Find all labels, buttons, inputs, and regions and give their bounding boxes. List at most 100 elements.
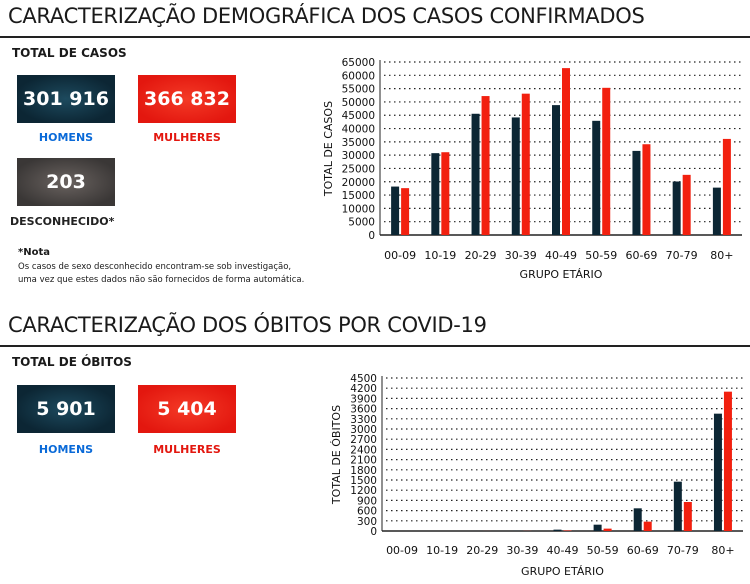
cases-x-tick-label: 10-19: [424, 249, 456, 262]
cases-y-tick-label: 35000: [342, 137, 375, 149]
cases-bar-men: [712, 187, 721, 235]
cases-bar-men: [471, 113, 480, 235]
deaths-x-tick-label: 00-09: [386, 544, 418, 557]
cases-bar-men: [511, 117, 520, 235]
deaths-bar-men: [593, 524, 602, 531]
deaths-y-tick-label: 2700: [350, 434, 377, 446]
women-cases-value: 366 832: [138, 75, 236, 123]
deaths-y-tick-label: 900: [357, 495, 377, 507]
cases-y-tick-label: 25000: [342, 163, 375, 175]
cases-bar-women: [401, 188, 410, 235]
unknown-cases-label: DESCONHECIDO*: [10, 215, 115, 228]
note-line-2: uma vez que estes dados não são fornecid…: [18, 275, 305, 285]
cases-bar-women: [602, 87, 611, 235]
cases-y-tick-label: 20000: [342, 177, 375, 189]
deaths-y-tick-label: 3300: [350, 414, 377, 426]
cases-total-heading: TOTAL DE CASOS: [12, 46, 127, 60]
cases-bar-women: [642, 144, 651, 235]
cases-y-tick-label: 10000: [342, 203, 375, 215]
note-line-1: Os casos de sexo desconhecido encontram-…: [18, 262, 292, 272]
cases-x-tick-label: 60-69: [625, 249, 657, 262]
men-cases-label: HOMENS: [38, 131, 94, 144]
cases-y-tick-label: 30000: [342, 150, 375, 162]
cases-bar-women: [722, 138, 731, 235]
cases-x-tick-label: 30-39: [505, 249, 537, 262]
deaths-divider: [0, 345, 750, 347]
cases-y-tick-label: 45000: [342, 110, 375, 122]
deaths-y-tick-label: 3000: [350, 424, 377, 436]
deaths-y-tick-label: 300: [357, 516, 377, 528]
deaths-x-axis-title: GRUPO ETÁRIO: [521, 565, 604, 578]
men-deaths-label: HOMENS: [38, 443, 94, 456]
cases-bar-men: [672, 181, 681, 235]
cases-bar-men: [632, 150, 641, 235]
cases-bar-women: [562, 68, 570, 235]
deaths-x-tick-label: 20-29: [466, 544, 498, 557]
deaths-bar-women: [723, 391, 732, 531]
men-cases-value: 301 916: [17, 75, 115, 123]
deaths-x-tick-label: 50-59: [587, 544, 619, 557]
deaths-y-tick-label: 4500: [350, 373, 377, 385]
cases-bar-men: [592, 120, 601, 235]
deaths-x-tick-label: 60-69: [627, 544, 659, 557]
deaths-y-tick-label: 1500: [350, 475, 377, 487]
women-deaths-label: MULHERES: [153, 443, 221, 456]
deaths-bar-women: [563, 530, 572, 531]
cases-y-tick-label: 40000: [342, 124, 375, 136]
deaths-y-tick-label: 4200: [350, 383, 377, 395]
cases-y-axis-title: TOTAL DE CASOS: [322, 101, 335, 197]
cases-section-title: CARACTERIZAÇÃO DEMOGRÁFICA DOS CASOS CON…: [8, 4, 645, 28]
deaths-bar-men: [633, 508, 642, 531]
men-deaths-value: 5 901: [17, 385, 115, 433]
deaths-x-tick-label: 30-39: [506, 544, 538, 557]
deaths-bar-men: [673, 481, 682, 531]
women-deaths-value: 5 404: [138, 385, 236, 433]
deaths-y-tick-label: 3900: [350, 393, 377, 405]
deaths-y-tick-label: 1800: [350, 465, 377, 477]
note-title: *Nota: [18, 247, 50, 258]
deaths-y-tick-label: 1200: [350, 485, 377, 497]
cases-bar-women: [441, 152, 450, 235]
deaths-y-tick-label: 3600: [350, 404, 377, 416]
cases-y-tick-label: 15000: [342, 190, 375, 202]
cases-y-tick-label: 50000: [342, 97, 375, 109]
deaths-y-tick-label: 0: [370, 526, 377, 538]
women-cases-label: MULHERES: [153, 131, 221, 144]
cases-y-tick-label: 0: [368, 230, 375, 242]
deaths-bar-women: [603, 528, 612, 531]
deaths-bar-men: [553, 529, 562, 531]
unknown-cases-value: 203: [17, 158, 115, 206]
deaths-bar-women: [683, 501, 692, 531]
cases-bar-men: [391, 186, 400, 235]
cases-bar-men: [552, 105, 560, 236]
deaths-y-axis-title: TOTAL DE ÓBITOS: [330, 405, 343, 505]
cases-y-tick-label: 60000: [342, 70, 375, 82]
deaths-total-heading: TOTAL DE ÓBITOS: [12, 355, 132, 369]
deaths-y-tick-label: 2100: [350, 455, 377, 467]
cases-x-tick-label: 40-49: [545, 249, 577, 262]
deaths-x-tick-label: 80+: [711, 544, 734, 557]
cases-x-tick-label: 70-79: [666, 249, 698, 262]
deaths-bar-women: [643, 521, 652, 531]
cases-bar-women: [682, 174, 691, 235]
deaths-bar-men: [713, 413, 722, 531]
cases-bar-women: [481, 96, 490, 236]
cases-bar-men: [431, 153, 440, 235]
deaths-y-tick-label: 600: [357, 506, 377, 518]
cases-y-tick-label: 55000: [342, 84, 375, 96]
deaths-x-tick-label: 40-49: [547, 544, 579, 557]
deaths-section-title: CARACTERIZAÇÃO DOS ÓBITOS POR COVID-19: [8, 313, 487, 337]
cases-y-tick-label: 5000: [348, 217, 375, 229]
cases-bar-women: [521, 93, 530, 236]
cases-x-tick-label: 50-59: [585, 249, 617, 262]
deaths-y-tick-label: 2400: [350, 444, 377, 456]
cases-x-tick-label: 80+: [710, 249, 733, 262]
cases-x-axis-title: GRUPO ETÁRIO: [520, 268, 603, 281]
deaths-x-tick-label: 70-79: [667, 544, 699, 557]
cases-y-tick-label: 65000: [342, 57, 375, 69]
deaths-x-tick-label: 10-19: [426, 544, 458, 557]
cases-divider: [0, 36, 750, 38]
cases-x-tick-label: 00-09: [384, 249, 416, 262]
cases-x-tick-label: 20-29: [465, 249, 497, 262]
